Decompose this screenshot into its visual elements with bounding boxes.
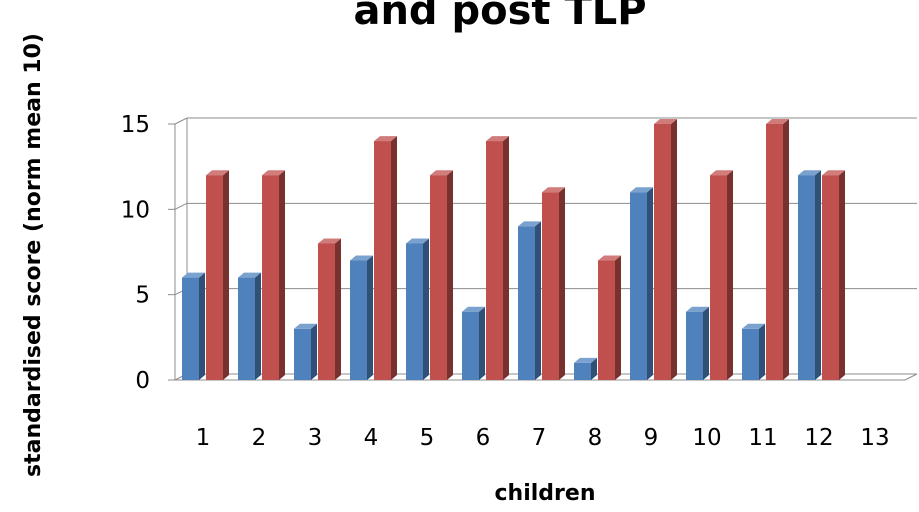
bar-series2-top — [430, 170, 453, 176]
bar-series2 — [654, 124, 671, 380]
bar-series2 — [710, 175, 727, 380]
x-tick-label: 10 — [692, 425, 721, 451]
x-tick-label: 9 — [644, 425, 659, 451]
bar-series2-side — [335, 238, 341, 380]
bar-series1-side — [647, 187, 653, 380]
bar-series1-side — [367, 255, 373, 380]
bar-series1 — [462, 311, 479, 380]
bar-series2 — [822, 175, 839, 380]
bar-series1 — [406, 243, 423, 380]
y-tick-label: 15 — [121, 112, 150, 138]
bar-series2-side — [447, 170, 453, 380]
x-tick-label: 2 — [252, 425, 267, 451]
bar-series1-side — [255, 272, 261, 380]
bar-series2-side — [559, 187, 565, 380]
bar-series1-side — [759, 323, 765, 380]
bar-series2-top — [374, 136, 397, 142]
bar-series1-side — [311, 323, 317, 380]
bar-series2-top — [542, 187, 565, 193]
bar-series1-top — [518, 221, 541, 227]
chart-title: and post TLP — [353, 0, 646, 34]
bar-series2 — [206, 175, 223, 380]
bar-series1-top — [350, 255, 373, 261]
x-tick-label: 11 — [748, 425, 777, 451]
bar-series1 — [350, 260, 367, 380]
bar-series2-top — [654, 119, 677, 124]
x-tick-label: 5 — [420, 425, 435, 451]
bar-series1 — [686, 311, 703, 380]
bar-series1-side — [199, 272, 205, 380]
bar-series1-top — [406, 238, 429, 244]
bar-series2-side — [223, 170, 229, 380]
x-tick-label: 13 — [860, 425, 889, 451]
bar-series1-top — [574, 357, 597, 363]
bar-series1-side — [703, 306, 709, 380]
bar-series1 — [182, 277, 199, 380]
bar-series2-top — [262, 170, 285, 176]
bar-series1-top — [238, 272, 261, 278]
bar-series2 — [318, 243, 335, 380]
x-tick-label: 3 — [308, 425, 323, 451]
bar-series2-top — [318, 238, 341, 244]
bar-series2 — [486, 141, 503, 380]
bar-series2-top — [766, 119, 789, 124]
bar-series2-side — [727, 170, 733, 380]
x-tick-label: 7 — [532, 425, 547, 451]
bar-series1 — [518, 226, 535, 380]
gridline-depth — [174, 117, 188, 125]
bar-series1-side — [591, 357, 597, 380]
bar-series2 — [374, 141, 391, 380]
bar-series2-side — [391, 136, 397, 380]
bar-series1-top — [182, 272, 205, 278]
bar-series1 — [294, 328, 311, 380]
bar-series1 — [742, 328, 759, 380]
bar-series1-top — [742, 323, 765, 329]
bar-series1 — [238, 277, 255, 380]
bar-series1-top — [630, 187, 653, 193]
bar-series2-side — [503, 136, 509, 380]
bar-series2 — [598, 260, 615, 380]
y-tick-label: 5 — [135, 283, 150, 309]
bar-series2-side — [783, 119, 789, 380]
bar-series1-side — [815, 170, 821, 380]
bar-series1 — [798, 175, 815, 380]
bar-series2-top — [822, 170, 845, 176]
x-tick-label: 1 — [196, 425, 211, 451]
bar-series1-side — [423, 238, 429, 380]
bar-series2-side — [671, 119, 677, 380]
x-tick-label: 4 — [364, 425, 379, 451]
bar-series2-top — [206, 170, 229, 176]
bar-series1 — [630, 192, 647, 380]
y-tick-label: 10 — [121, 197, 150, 223]
bar-series1 — [574, 362, 591, 380]
bar-series2-top — [486, 136, 509, 142]
bar-series1-top — [294, 323, 317, 329]
y-axis-title: standardised score (norm mean 10) — [21, 33, 46, 477]
x-axis-title: children — [495, 481, 596, 506]
x-tick-label: 12 — [804, 425, 833, 451]
x-tick-label: 6 — [476, 425, 491, 451]
bar-series2 — [430, 175, 447, 380]
bar-series2-side — [615, 255, 621, 380]
floor-right-edge — [904, 373, 918, 381]
bar-series2-side — [839, 170, 845, 380]
bar-series1-top — [686, 306, 709, 312]
bar-series1-top — [462, 306, 485, 312]
bar-series2 — [262, 175, 279, 380]
bar-series2-top — [710, 170, 733, 176]
gridline-depth — [174, 202, 188, 210]
bar-series1-side — [479, 306, 485, 380]
bar-series1-side — [535, 221, 541, 380]
y-tick-label: 0 — [135, 368, 150, 394]
bar-series2 — [542, 192, 559, 380]
bar-series1-top — [798, 170, 821, 176]
bar-series2 — [766, 124, 783, 380]
x-tick-label: 8 — [588, 425, 603, 451]
bar-series2-side — [279, 170, 285, 380]
bar-series2-top — [598, 255, 621, 261]
